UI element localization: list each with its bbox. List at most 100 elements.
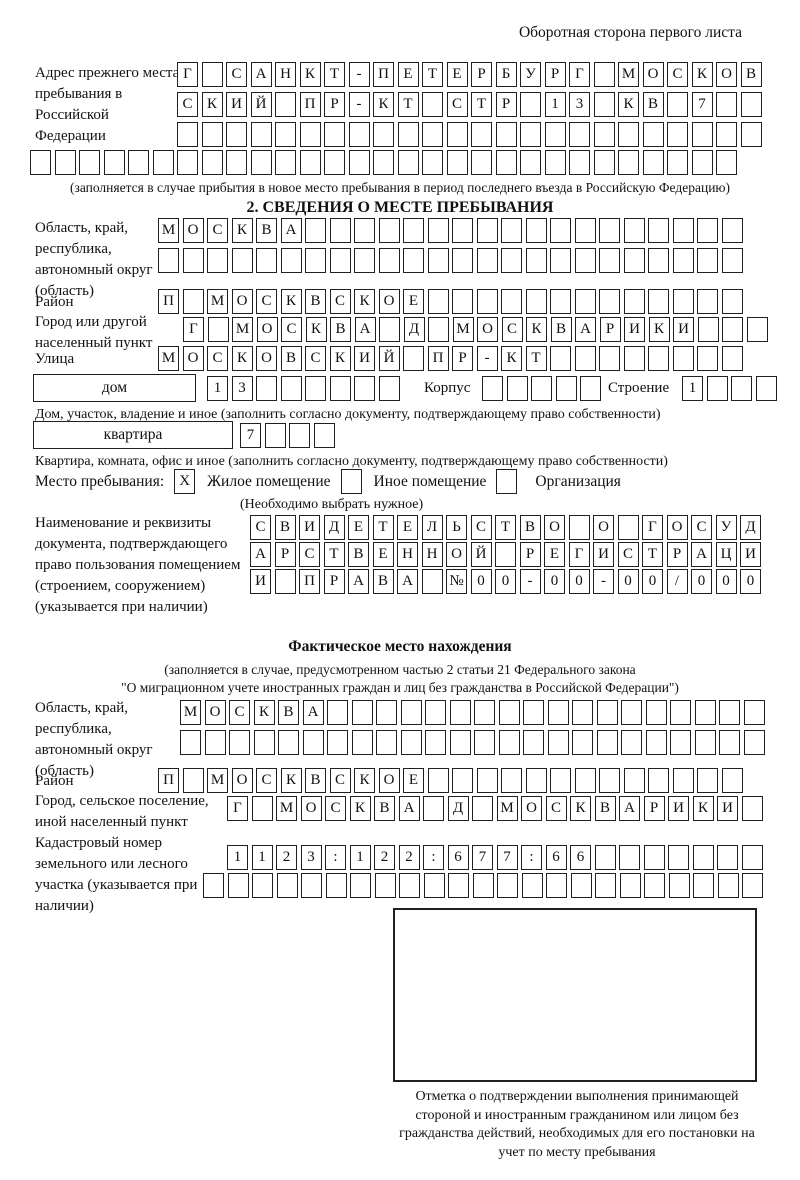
char-box [623,768,645,793]
char-box: И [673,317,694,342]
char-box [496,469,518,494]
char-box [495,150,517,175]
char-box [618,122,639,147]
char-box [717,873,739,898]
char-box: К [305,317,327,342]
building-row: 1 [682,376,777,401]
char-box [574,289,596,314]
char-box [580,376,601,401]
char-box [203,873,224,898]
char-box: С [305,346,326,371]
char-box: С [299,542,320,567]
char-box [645,700,667,725]
char-box [482,376,503,401]
char-box: Р [452,346,473,371]
char-box [596,730,618,755]
char-box [619,845,640,870]
char-box: В [519,515,541,540]
char-box: Р [323,569,345,594]
char-box: О [544,515,565,540]
char-box [623,248,645,273]
char-box: П [158,768,179,793]
char-box: Е [403,289,424,314]
char-box [427,218,449,243]
char-box [694,730,716,755]
char-box: Е [372,542,394,567]
char-box [546,873,567,898]
section2-title: 2. СВЕДЕНИЯ О МЕСТЕ ПРЕБЫВАНИЯ [246,199,554,216]
apartment-footnote: Квартира, комната, офис и иное (заполнит… [35,454,668,469]
char-box: Р [519,542,541,567]
char-box [619,873,641,898]
char-box: 7 [472,845,493,870]
char-box [452,218,473,243]
char-box: 0 [568,569,590,594]
char-box [572,700,593,725]
char-box [425,730,446,755]
char-box: / [666,569,688,594]
char-box [350,873,371,898]
char-box: У [715,515,737,540]
district-label: Район [35,294,74,310]
char-box [621,700,642,725]
char-box: М [158,218,179,243]
char-box: Г [227,796,248,821]
char-box: П [427,346,449,371]
char-box [472,796,493,821]
fact-region-row-2 [180,730,765,755]
char-box: А [280,218,302,243]
char-box [354,218,375,243]
char-box: К [299,62,321,87]
char-box [275,150,296,175]
char-box [182,289,204,314]
char-box: К [618,92,639,117]
char-box: А [619,796,640,821]
char-box [618,150,639,175]
char-box [692,845,714,870]
char-box [670,700,691,725]
char-box [523,700,544,725]
char-box: Ц [715,542,737,567]
char-box: Е [397,515,418,540]
char-box: : [325,845,346,870]
char-box [397,150,419,175]
char-box [550,289,571,314]
fact-title: Фактическое место нахождения [288,638,512,655]
stay-option-3-label: Организация [535,472,621,490]
char-box [525,768,547,793]
char-box [668,873,690,898]
char-box [340,469,362,494]
char-box: В [280,346,302,371]
char-box: К [201,92,223,117]
char-box [182,248,204,273]
char-box [325,873,347,898]
char-box [544,150,566,175]
char-box [594,845,616,870]
prev-address-row-3 [177,122,762,147]
char-box [428,317,449,342]
char-box [743,730,765,755]
char-box [182,768,204,793]
char-box: О [446,542,467,567]
fact-district-label: Район [35,773,74,789]
char-box [717,845,738,870]
char-box [30,150,51,175]
char-box [476,218,498,243]
char-box [423,873,445,898]
char-box [474,700,495,725]
char-box: Т [525,346,547,371]
char-box: О [666,515,688,540]
char-box [648,218,669,243]
char-box: И [668,796,689,821]
char-box [278,730,299,755]
char-box [521,873,543,898]
char-box [207,248,228,273]
char-box [201,122,223,147]
char-box: 1 [207,376,228,401]
char-box [177,150,198,175]
char-box: Й [378,346,400,371]
page-side-note: Оборотная сторона первого листа [518,24,742,41]
